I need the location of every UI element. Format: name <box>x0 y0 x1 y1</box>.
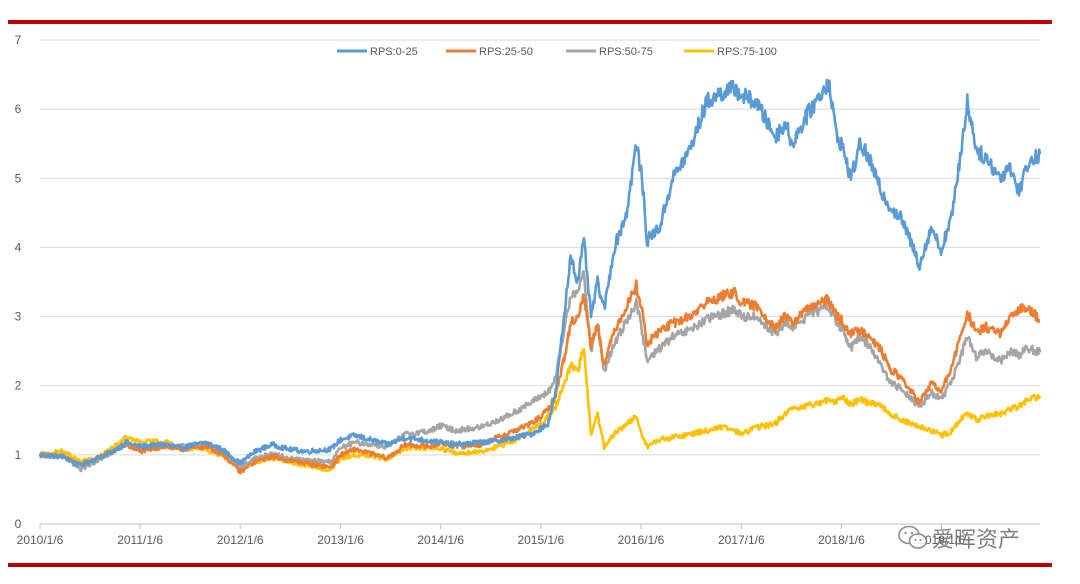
x-axis-ticks: 2010/1/6 2011/1/6 2012/1/6 2013/1/6 2014/1/6… <box>17 524 965 547</box>
series-line-0 <box>38 78 1042 468</box>
y-tick-label: 0 <box>15 517 22 531</box>
y-tick-label: 2 <box>15 379 22 393</box>
x-tick-label: 2019/1/6 <box>918 533 965 547</box>
x-tick-label: 2011/1/6 <box>117 533 163 547</box>
y-tick-label: 1 <box>15 448 22 462</box>
legend-label: RPS:50-75 <box>599 46 653 58</box>
x-tick-label: 2016/1/6 <box>618 533 665 547</box>
y-tick-label: 4 <box>15 240 22 254</box>
gridlines <box>40 39 1040 456</box>
y-tick-label: 7 <box>15 33 22 47</box>
watermark-text: 爱晖资产 <box>932 528 1021 553</box>
series-lines <box>38 78 1042 475</box>
series-line-3 <box>39 347 1042 473</box>
series-line-1 <box>38 279 1041 475</box>
x-tick-label: 2013/1/6 <box>317 533 364 547</box>
x-tick-label: 2017/1/6 <box>718 533 765 547</box>
legend: RPS:0-25 RPS:25-50 RPS:50-75 RPS:75-100 <box>337 46 777 58</box>
x-tick-label: 2018/1/6 <box>818 533 865 547</box>
y-tick-label: 5 <box>15 171 22 185</box>
y-axis-ticks: 0 1 2 3 4 5 6 7 <box>15 33 22 531</box>
x-tick-label: 2014/1/6 <box>417 533 464 547</box>
watermark: 爱晖资产 <box>898 521 1020 555</box>
wechat-icon <box>898 525 928 549</box>
x-tick-label: 2012/1/6 <box>217 533 264 547</box>
legend-label: RPS:25-50 <box>479 46 533 58</box>
y-tick-label: 6 <box>15 102 22 116</box>
x-tick-label: 2015/1/6 <box>517 533 564 547</box>
legend-label: RPS:0-25 <box>370 46 418 58</box>
legend-label: RPS:75-100 <box>717 46 777 58</box>
x-tick-label: 2010/1/6 <box>17 533 64 547</box>
y-tick-label: 3 <box>15 310 22 324</box>
